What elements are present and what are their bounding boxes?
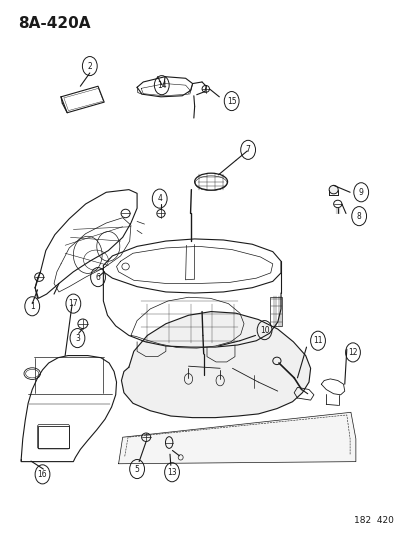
Text: 14: 14: [157, 80, 166, 90]
Text: 8: 8: [356, 212, 361, 221]
Ellipse shape: [328, 185, 337, 194]
Text: 5: 5: [134, 465, 139, 473]
Text: 1: 1: [30, 302, 35, 311]
Text: 2: 2: [87, 62, 92, 70]
Text: 17: 17: [69, 299, 78, 308]
Text: 8A-420A: 8A-420A: [18, 16, 90, 31]
Text: 11: 11: [313, 336, 322, 345]
Bar: [270, 297, 281, 326]
Text: 16: 16: [38, 470, 47, 479]
Polygon shape: [118, 413, 355, 464]
Text: 13: 13: [167, 468, 176, 477]
Text: 15: 15: [226, 96, 236, 106]
Polygon shape: [121, 312, 310, 418]
Text: 10: 10: [259, 326, 269, 335]
Text: 3: 3: [75, 334, 80, 343]
Text: 9: 9: [358, 188, 363, 197]
Text: 4: 4: [157, 194, 162, 203]
Text: 7: 7: [245, 146, 250, 155]
Text: 6: 6: [95, 272, 100, 281]
Text: 12: 12: [347, 348, 357, 357]
Text: 182  420: 182 420: [354, 516, 393, 525]
